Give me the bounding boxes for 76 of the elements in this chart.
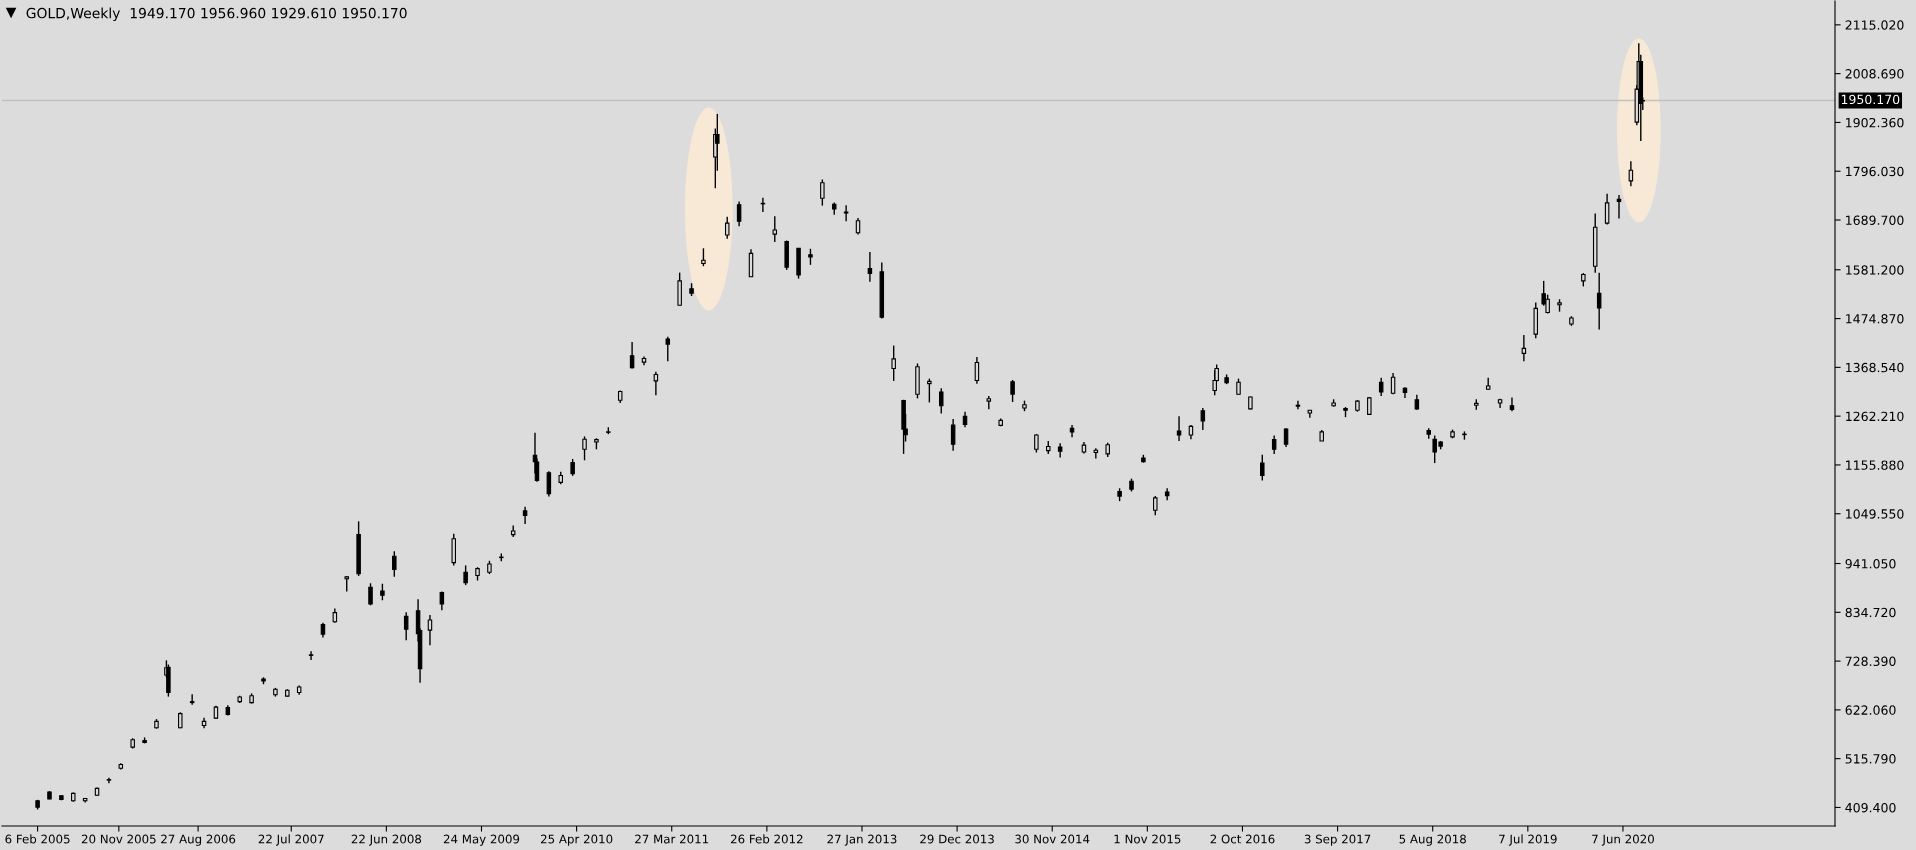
candlestick [463, 564, 468, 586]
y-tick-label: 1049.550 [1846, 509, 1904, 519]
y-tick-label: 2115.020 [1845, 20, 1904, 30]
y-tick-label: 409.400 [1845, 802, 1896, 813]
candlestick [891, 344, 896, 382]
y-tick-label: 622.060 [1845, 705, 1896, 715]
x-tick-label: 25 Apr 2010 [540, 834, 613, 846]
x-tick-label: 7 Jun 2020 [1592, 834, 1654, 846]
y-tick-label: 1796.030 [1846, 166, 1904, 177]
candlestick [938, 387, 944, 415]
y-tick-label: 1474.870 [1846, 314, 1904, 324]
x-tick-label: 3 Sep 2017 [1304, 834, 1371, 846]
candlestick [1295, 399, 1301, 411]
x-tick-label: 30 Nov 2014 [1015, 834, 1090, 844]
chart-title: GOLD,Weekly 1949.170 1956.960 1929.610 1950.170 [26, 7, 407, 22]
candlestick [736, 200, 742, 227]
x-tick-label: 2 Oct 2016 [1210, 834, 1275, 844]
candlestick [1153, 495, 1158, 517]
y-tick-label: 834.720 [1845, 607, 1896, 618]
candlestick [724, 215, 730, 240]
candlestick [1628, 160, 1634, 188]
candlestick [308, 650, 314, 661]
candlestick [1509, 396, 1515, 412]
y-tick-label: 2008.690 [1845, 69, 1904, 79]
x-tick-label: 22 Jun 2008 [351, 834, 422, 846]
y-tick-label: 1689.700 [1846, 215, 1904, 225]
candlestick [1176, 415, 1182, 442]
y-tick-label: 1581.200 [1846, 265, 1904, 275]
x-tick-label: 24 May 2009 [443, 834, 520, 846]
candlestick [1378, 377, 1384, 397]
candlestick [427, 614, 433, 646]
candlestick [1604, 193, 1610, 226]
candlestick [451, 533, 457, 567]
candlestick [1010, 379, 1015, 403]
x-tick-label: 22 Jul 2007 [258, 834, 324, 846]
y-tick-label: 1155.880 [1846, 460, 1904, 470]
candlestick [522, 505, 528, 525]
candlestick [582, 435, 587, 461]
y-tick-label: 1902.360 [1846, 117, 1904, 128]
x-tick-label: 1 Nov 2015 [1114, 834, 1181, 844]
y-tick-label: 1368.540 [1846, 362, 1904, 373]
y-tick-label: 515.790 [1845, 754, 1896, 764]
x-tick-label: 26 Feb 2012 [730, 834, 803, 844]
x-tick-label: 27 Aug 2006 [161, 834, 236, 846]
y-tick-label: 1262.210 [1846, 411, 1904, 422]
candlestick [950, 418, 956, 452]
candlestick [843, 204, 849, 222]
candlestick [820, 178, 825, 207]
candlestick [189, 693, 195, 706]
candlestick [1271, 434, 1277, 455]
candlestick [974, 356, 980, 385]
candlestick [1093, 447, 1099, 460]
x-tick-label: 5 Aug 2018 [1399, 834, 1466, 846]
candlestick [1596, 271, 1602, 331]
candlestick [665, 336, 671, 362]
ref-line-label: 1950.170 [1841, 94, 1900, 105]
y-tick-label: 728.390 [1845, 656, 1896, 667]
x-tick-label: 29 Dec 2013 [920, 834, 994, 844]
candlestick [629, 341, 635, 370]
candlestick [403, 611, 409, 641]
candlestick [1260, 454, 1265, 482]
candlestick [986, 395, 992, 411]
x-tick-label: 27 Jan 2013 [827, 834, 897, 846]
candlestick [1283, 427, 1289, 448]
y-tick-label: 941.050 [1845, 558, 1896, 569]
candlestick [927, 377, 932, 404]
candlestick [1200, 407, 1206, 431]
x-tick-label: 27 Mar 2011 [635, 834, 709, 844]
x-tick-label: 6 Feb 2005 [5, 834, 70, 844]
candlestick [653, 371, 659, 396]
x-tick-label: 7 Jul 2019 [1499, 834, 1557, 846]
candlestick [772, 215, 778, 243]
candlestick [392, 550, 397, 578]
candlestick [1057, 442, 1063, 459]
x-tick-label: 20 Nov 2005 [81, 834, 156, 844]
candlestick [1034, 433, 1039, 454]
